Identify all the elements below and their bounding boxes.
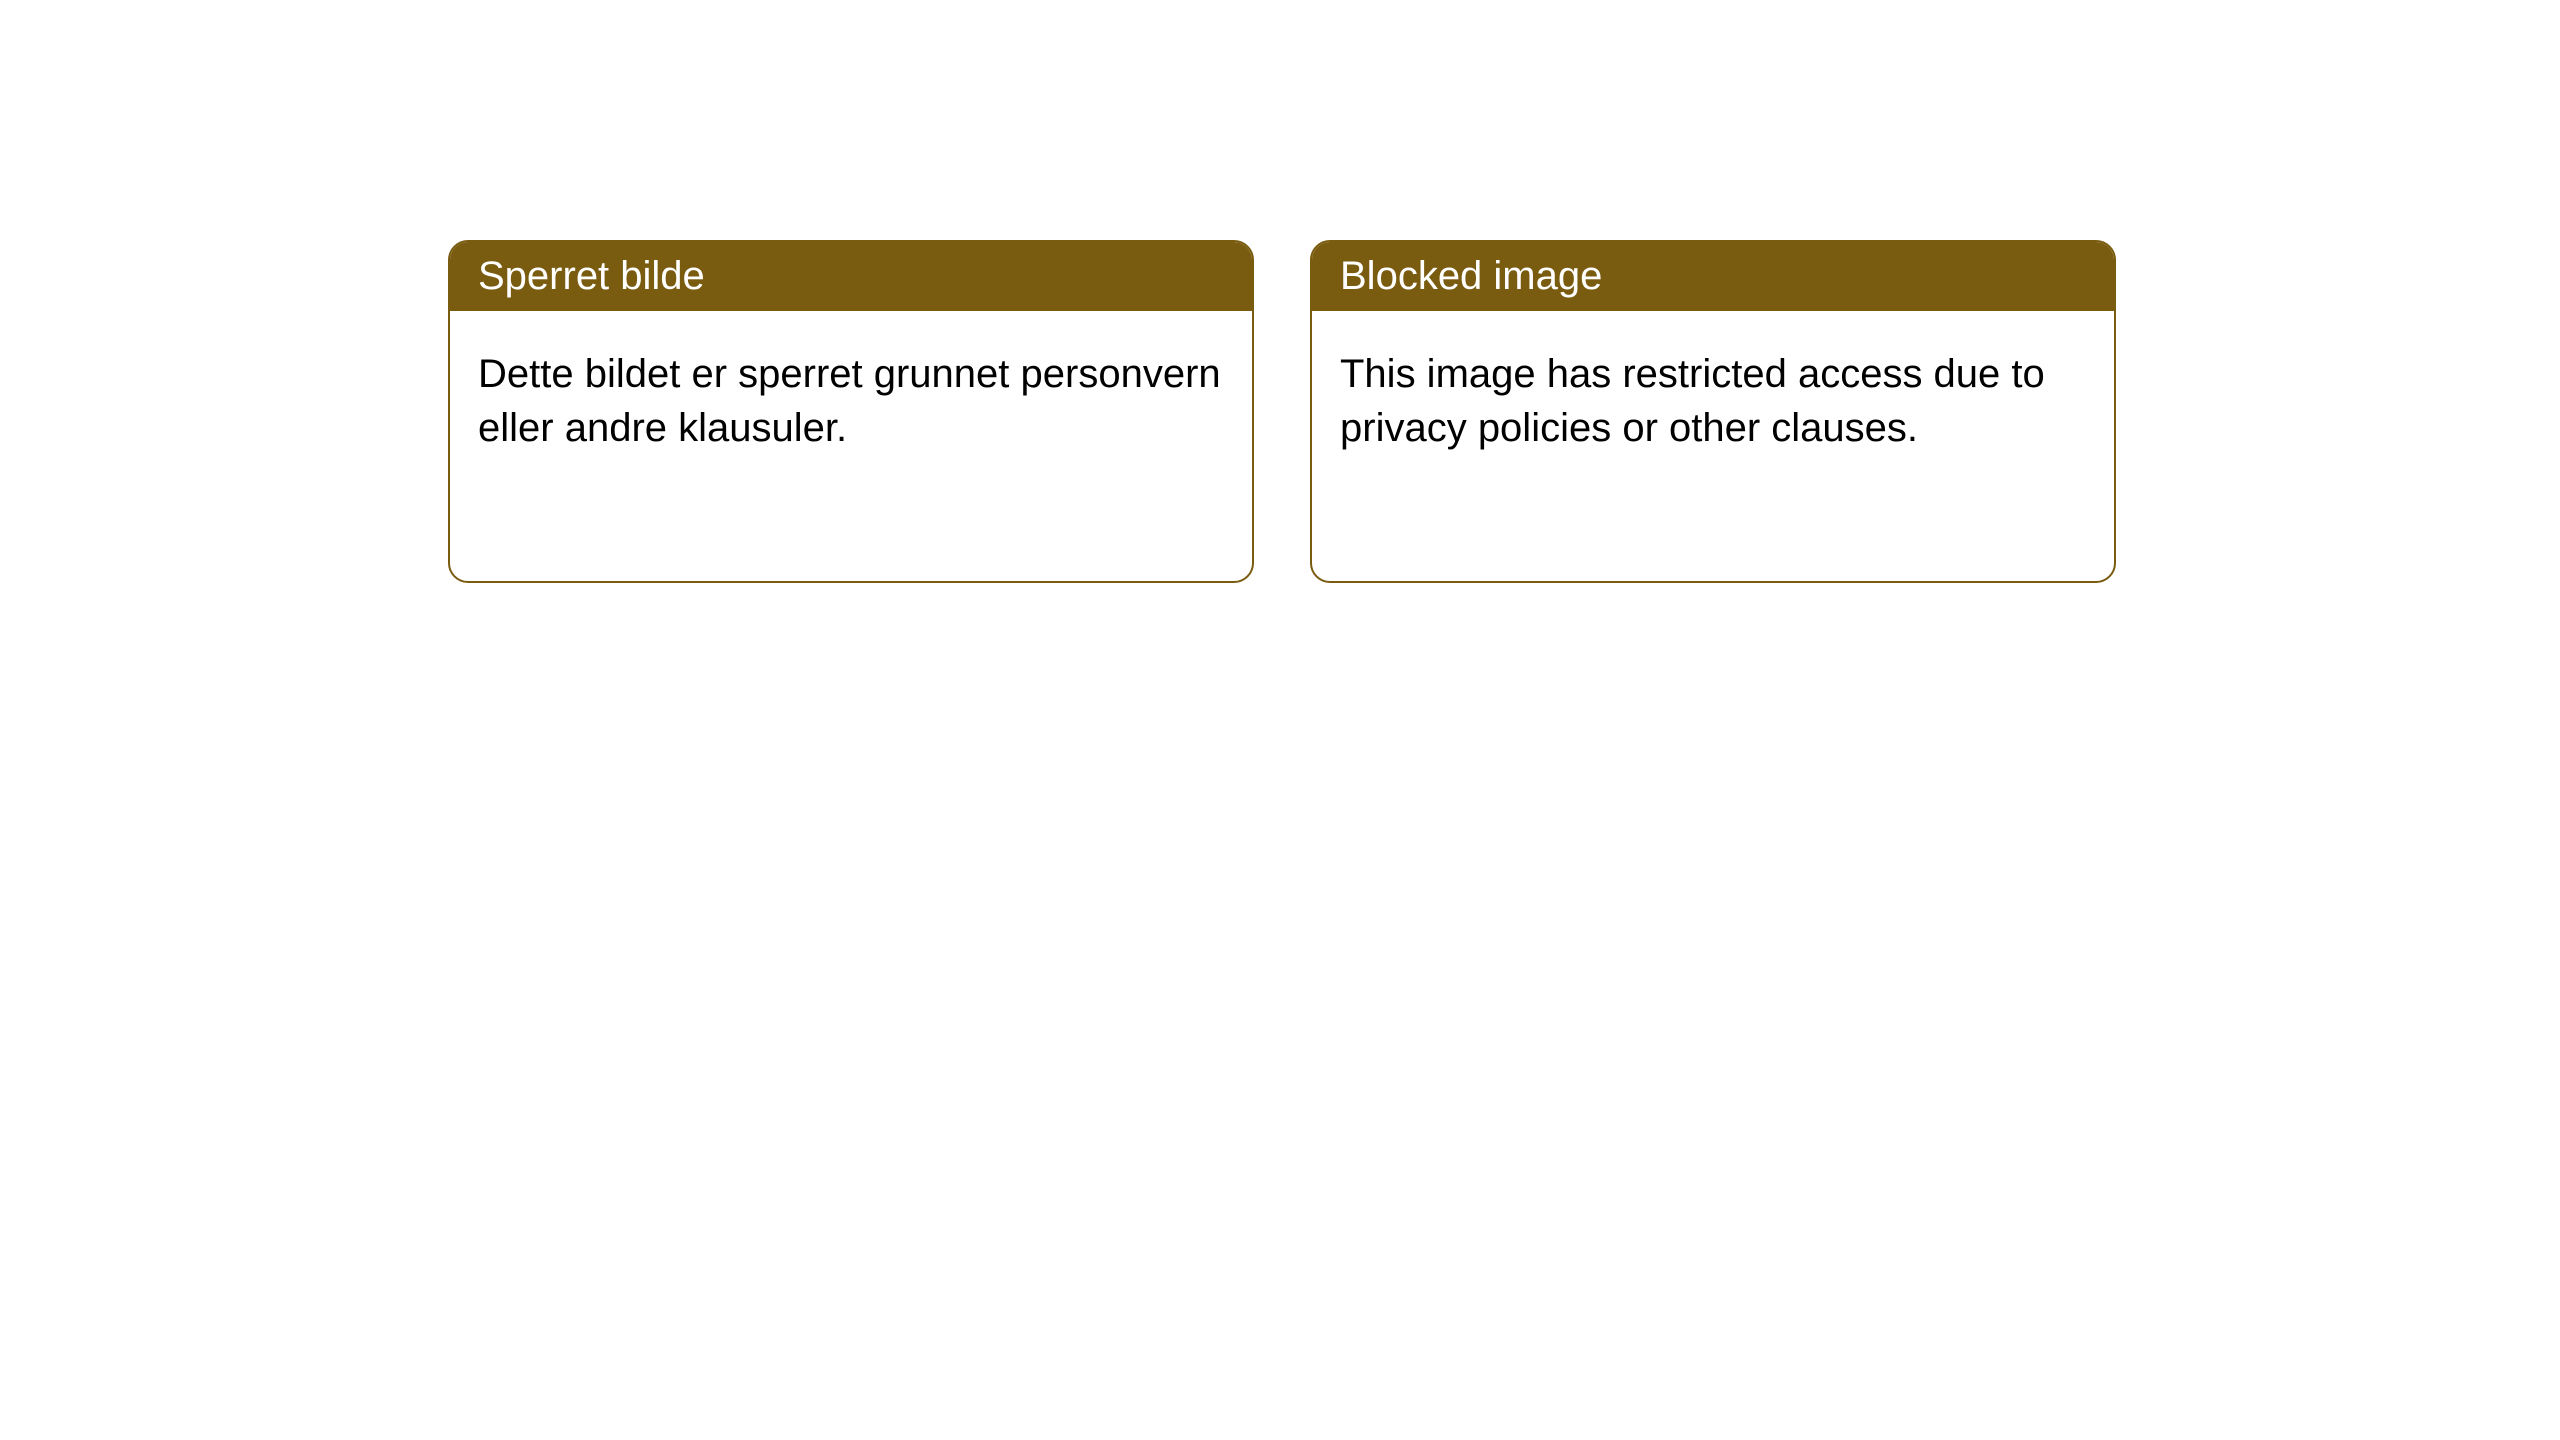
- card-body-text: Dette bildet er sperret grunnet personve…: [478, 352, 1221, 450]
- card-body: This image has restricted access due to …: [1312, 311, 2114, 581]
- card-title: Sperret bilde: [478, 254, 705, 298]
- notice-cards-container: Sperret bilde Dette bildet er sperret gr…: [448, 240, 2116, 583]
- card-body-text: This image has restricted access due to …: [1340, 352, 2045, 450]
- card-body: Dette bildet er sperret grunnet personve…: [450, 311, 1252, 581]
- blocked-image-card-en: Blocked image This image has restricted …: [1310, 240, 2116, 583]
- card-title: Blocked image: [1340, 254, 1602, 298]
- blocked-image-card-no: Sperret bilde Dette bildet er sperret gr…: [448, 240, 1254, 583]
- card-header: Sperret bilde: [450, 242, 1252, 311]
- card-header: Blocked image: [1312, 242, 2114, 311]
